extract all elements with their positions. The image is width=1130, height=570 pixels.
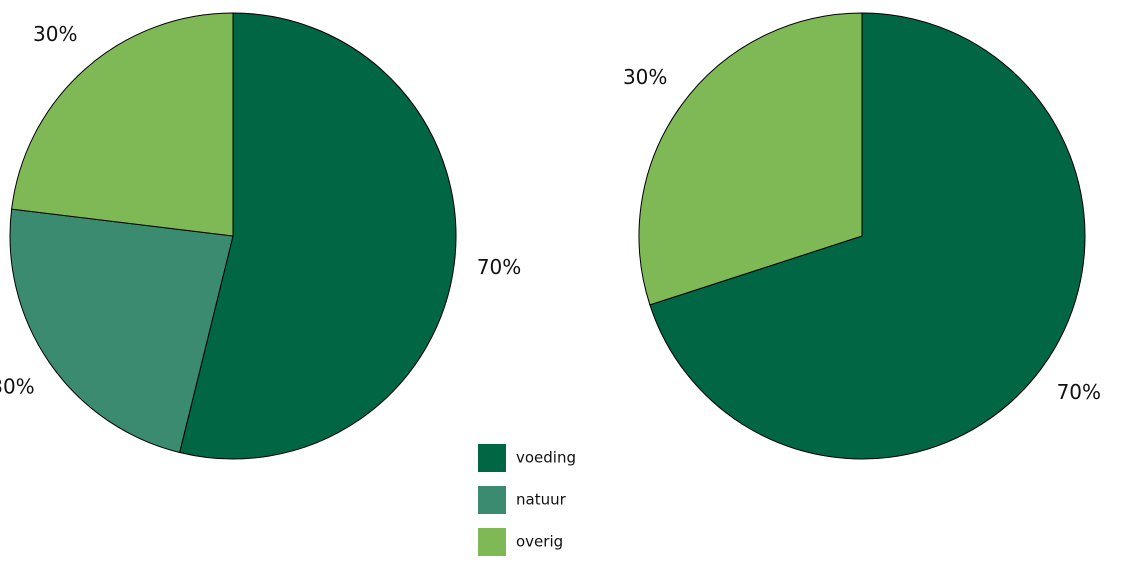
legend-swatch xyxy=(478,444,506,472)
pie-slice xyxy=(649,12,1086,460)
legend-label: overig xyxy=(516,533,563,551)
slice-label: 30% xyxy=(623,65,667,89)
pie-slice xyxy=(638,12,863,306)
pie-slice xyxy=(11,12,234,237)
slice-label: 30% xyxy=(33,22,77,46)
slice-label: 70% xyxy=(477,255,521,279)
pie-slice xyxy=(179,12,457,460)
legend-label: voeding xyxy=(516,449,576,467)
legend-swatch xyxy=(478,528,506,556)
pie-slice xyxy=(9,208,234,454)
slice-label: 70% xyxy=(1057,380,1101,404)
legend-label: natuur xyxy=(516,491,567,509)
slice-label: 30% xyxy=(0,375,35,399)
legend-swatch xyxy=(478,486,506,514)
